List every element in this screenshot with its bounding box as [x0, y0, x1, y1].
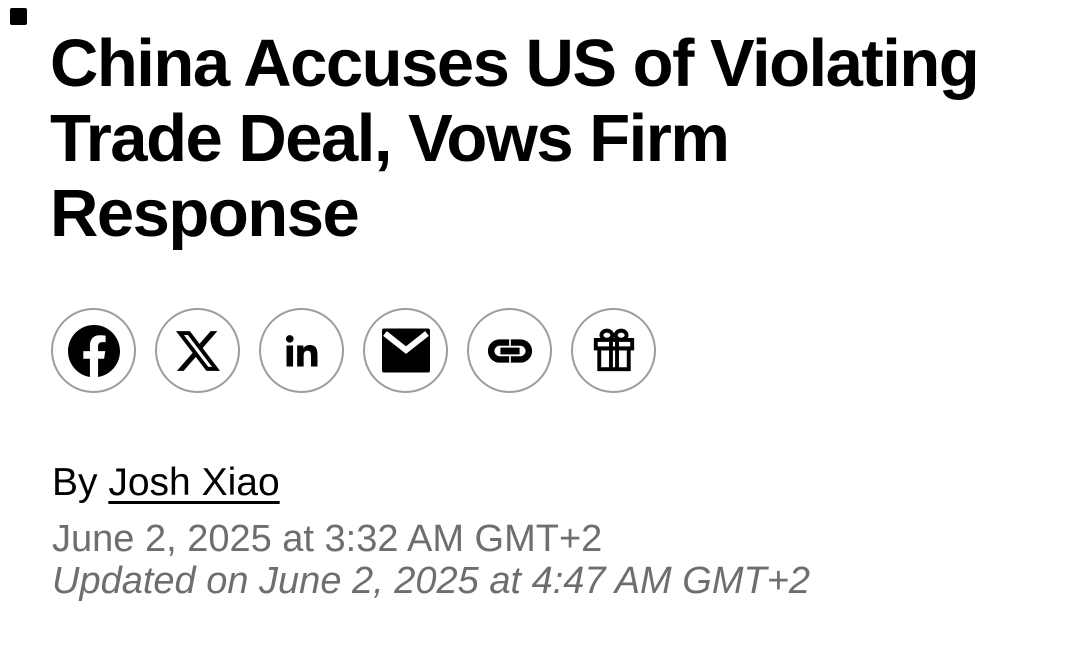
- share-email-button[interactable]: [363, 308, 448, 393]
- share-toolbar: [51, 308, 656, 393]
- byline: By Josh Xiao: [52, 461, 280, 505]
- x-icon: [175, 329, 220, 373]
- byline-prefix: By: [52, 461, 109, 504]
- headline-line-3: Response: [50, 176, 360, 251]
- updated-timestamp: Updated on June 2, 2025 at 4:47 AM GMT+2: [52, 560, 811, 602]
- share-x-button[interactable]: [155, 308, 240, 393]
- email-icon: [381, 328, 430, 373]
- share-link-button[interactable]: [467, 308, 552, 393]
- share-facebook-button[interactable]: [51, 308, 136, 393]
- corner-square-icon: [10, 8, 27, 25]
- share-gift-button[interactable]: [571, 308, 656, 393]
- link-icon: [485, 326, 535, 376]
- article-headline: China Accuses US of Violating Trade Deal…: [50, 26, 1050, 251]
- headline-line-1: China Accuses US of Violating: [50, 26, 980, 101]
- linkedin-icon: [280, 329, 324, 373]
- facebook-icon: [67, 324, 120, 377]
- headline-line-2: Trade Deal, Vows Firm: [50, 101, 730, 176]
- gift-icon: [588, 325, 640, 377]
- author-link[interactable]: Josh Xiao: [108, 461, 280, 504]
- published-timestamp: June 2, 2025 at 3:32 AM GMT+2: [52, 518, 603, 560]
- share-linkedin-button[interactable]: [259, 308, 344, 393]
